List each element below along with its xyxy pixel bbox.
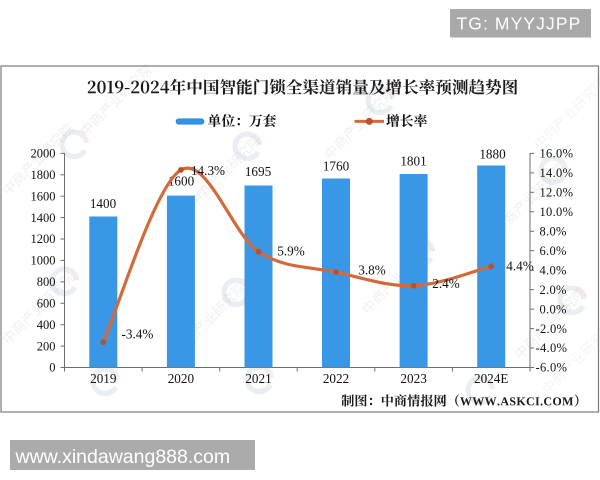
svg-text:1800: 1800 [31, 168, 56, 182]
svg-text:2020: 2020 [168, 371, 195, 386]
svg-text:1400: 1400 [31, 211, 56, 225]
svg-text:4.0%: 4.0% [540, 263, 567, 277]
svg-text:8.0%: 8.0% [540, 225, 567, 239]
svg-text:2022: 2022 [323, 371, 349, 386]
svg-text:1000: 1000 [31, 254, 56, 268]
svg-text:1600: 1600 [31, 189, 56, 203]
svg-text:10.0%: 10.0% [540, 205, 574, 219]
svg-text:4.4%: 4.4% [506, 259, 533, 274]
svg-text:1760: 1760 [323, 159, 350, 174]
svg-text:1400: 1400 [90, 196, 117, 211]
svg-text:2000: 2000 [31, 147, 56, 161]
svg-text:0: 0 [49, 361, 55, 375]
svg-text:600: 600 [37, 297, 56, 311]
svg-text:2021: 2021 [245, 371, 271, 386]
svg-text:1200: 1200 [31, 232, 56, 246]
svg-text:1880: 1880 [479, 146, 506, 161]
svg-text:12.0%: 12.0% [540, 186, 574, 200]
svg-text:6.0%: 6.0% [540, 244, 567, 258]
svg-text:16.0%: 16.0% [540, 147, 574, 161]
svg-text:14.3%: 14.3% [191, 163, 225, 178]
svg-text:3.8%: 3.8% [358, 263, 385, 278]
svg-text:-2.0%: -2.0% [536, 322, 568, 336]
svg-text:0.0%: 0.0% [540, 302, 567, 316]
svg-text:200: 200 [37, 339, 56, 353]
svg-text:2.0%: 2.0% [540, 283, 567, 297]
svg-text:www.xindawang888.com: www.xindawang888.com [15, 446, 231, 468]
svg-text:2023: 2023 [400, 371, 427, 386]
svg-text:-4.0%: -4.0% [536, 341, 568, 355]
svg-text:2024E: 2024E [474, 371, 508, 386]
svg-text:1801: 1801 [400, 154, 426, 169]
svg-text:800: 800 [37, 275, 56, 289]
svg-text:-3.4%: -3.4% [121, 327, 153, 342]
svg-text:400: 400 [37, 318, 56, 332]
svg-text:-6.0%: -6.0% [536, 361, 568, 375]
svg-text:TG: MYYJJPP: TG: MYYJJPP [457, 14, 582, 34]
svg-text:5.9%: 5.9% [277, 244, 304, 259]
svg-text:2019: 2019 [90, 371, 117, 386]
svg-text:1695: 1695 [245, 164, 272, 179]
svg-text:14.0%: 14.0% [540, 166, 574, 180]
svg-text:2.4%: 2.4% [432, 276, 459, 291]
